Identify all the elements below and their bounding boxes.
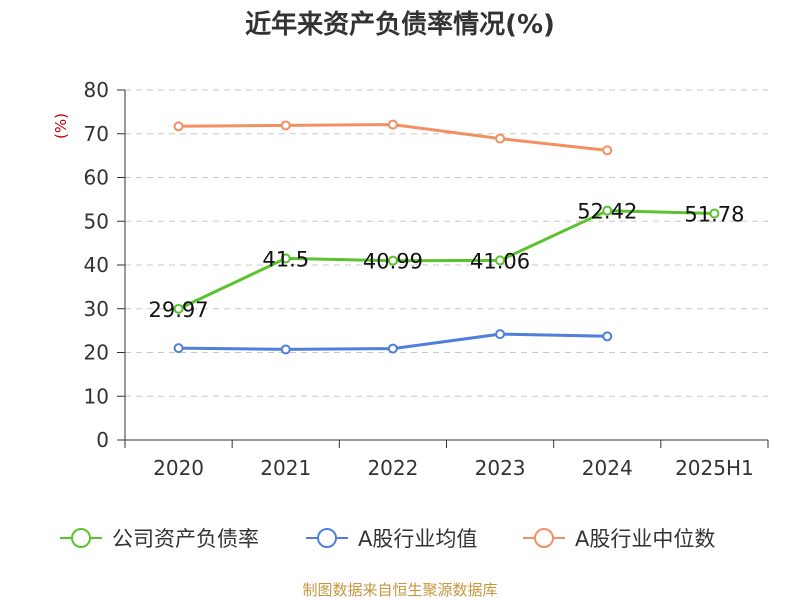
data-label: 41.5 — [262, 247, 309, 271]
x-tick-label: 2022 — [367, 456, 418, 480]
data-point — [387, 119, 398, 130]
legend-swatch-marker — [317, 528, 337, 548]
y-tick-label: 30 — [84, 297, 109, 321]
legend-item-0[interactable]: 公司资产负债率 — [60, 527, 259, 551]
y-tick-label: 20 — [84, 341, 109, 365]
data-point — [495, 329, 506, 340]
x-tick-label: 2025H1 — [675, 456, 754, 480]
y-tick-label: 0 — [96, 428, 109, 452]
legend-swatch-marker — [71, 528, 91, 548]
data-label: 29.97 — [149, 298, 209, 322]
data-point — [280, 344, 291, 355]
data-label: 41.06 — [470, 249, 530, 273]
legend-label: 公司资产负债率 — [112, 527, 259, 551]
series-line-0 — [177, 209, 715, 311]
chart-title: 近年来资产负债率情况(%) — [245, 9, 555, 40]
legend-label: A股行业均值 — [358, 527, 477, 551]
y-tick-label: 70 — [84, 122, 109, 146]
data-point — [387, 255, 398, 266]
data-labels: 29.97 41.5 40.99 41.06 52.42 51.78 — [149, 200, 745, 322]
legend-item-2[interactable]: A股行业中位数 — [523, 527, 715, 551]
legend[interactable]: 公司资产负债率 A股行业均值 A股行业中位数 — [60, 527, 715, 551]
data-point — [495, 255, 506, 266]
data-label: 51.78 — [684, 202, 744, 226]
data-point — [602, 331, 613, 342]
data-label: 52.42 — [577, 200, 637, 224]
data-point — [387, 343, 398, 354]
y-tick-label: 60 — [84, 166, 109, 190]
data-point — [602, 145, 613, 156]
y-tick-label: 50 — [84, 209, 109, 233]
data-point — [173, 121, 184, 132]
legend-label: A股行业中位数 — [575, 527, 715, 551]
data-point — [173, 343, 184, 354]
y-axis-label: (%) — [52, 113, 70, 139]
data-point — [280, 253, 291, 264]
source-note: 制图数据来自恒生聚源数据库 — [302, 581, 497, 599]
y-tick-label: 40 — [84, 253, 109, 277]
axes: 0 10 20 30 40 50 60 70 80 2020 2021 2022 2023 2024 202… — [84, 78, 769, 480]
x-tick-label: 2020 — [153, 456, 204, 480]
data-point — [709, 208, 720, 219]
series — [173, 119, 720, 355]
data-point — [280, 120, 291, 131]
x-tick-label: 2023 — [475, 456, 526, 480]
y-tick-label: 10 — [84, 384, 109, 408]
legend-item-1[interactable]: A股行业均值 — [306, 527, 477, 551]
y-tick-label: 80 — [84, 78, 109, 102]
data-label: 40.99 — [363, 250, 423, 274]
data-point — [173, 303, 184, 314]
x-tick-label: 2024 — [582, 456, 633, 480]
x-tick-label: 2021 — [260, 456, 311, 480]
grid — [125, 89, 768, 397]
data-point — [495, 133, 506, 144]
data-point — [602, 205, 613, 216]
legend-swatch-marker — [534, 528, 554, 548]
